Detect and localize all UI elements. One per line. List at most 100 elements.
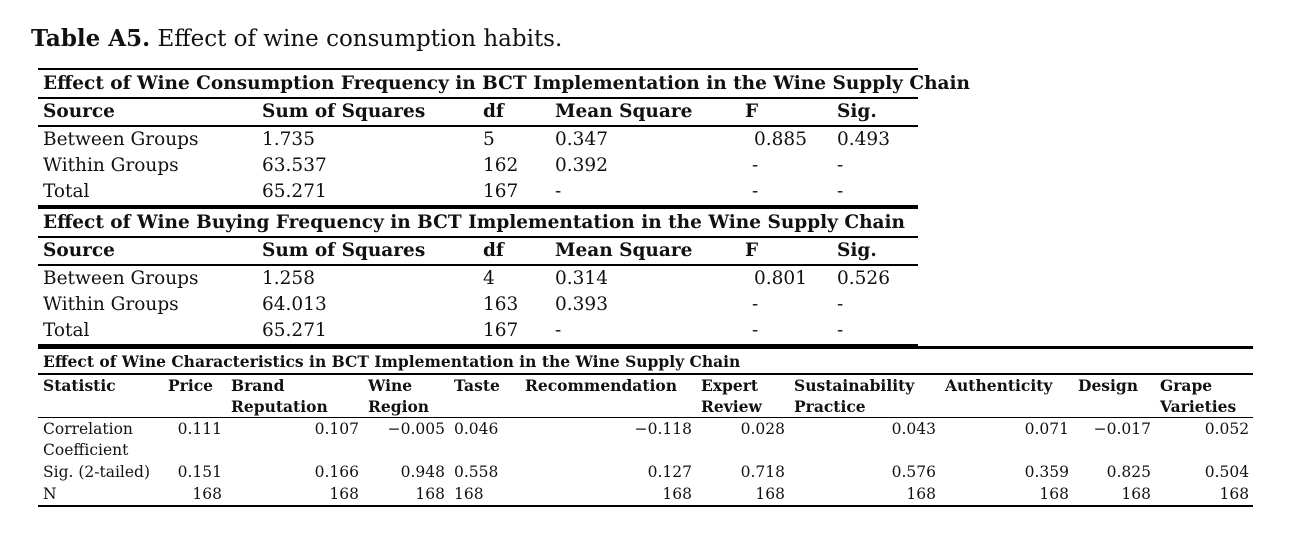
table-cell: 0.107 [314,420,359,438]
table-cell: 0.347 [555,129,608,150]
table-cell: 1.735 [262,129,315,150]
table-cell: 0.046 [454,420,499,438]
table-cell: - [752,155,759,176]
table-cell: 0.576 [891,463,936,481]
correlation-header-cell: Expert Review [696,374,789,418]
table-cell: - [740,318,832,346]
table-cell: 0.526 [837,268,890,289]
table-cell: Between Groups [43,129,199,150]
table-row: Between Groups 1.735 5 0.347 0.885 0.493 [38,126,918,153]
anova-area: Effect of Wine Consumption Frequency in … [38,68,1253,346]
table-cell: 0.166 [314,463,359,481]
correlation-header-cell: Brand Reputation [226,374,363,418]
correlation-header-cell: Recommendation [520,374,696,418]
table-cell: Total [38,318,257,346]
table-cell: Within Groups [43,294,179,315]
caption-text: Effect of wine consumption habits. [150,26,563,52]
table-row: Total 65.271 167- - - [38,179,919,207]
table-cell: 65.271 [257,318,478,346]
table-row: Total 65.271 167- - - [38,318,918,346]
table-cell: 0.028 [740,420,785,438]
correlation-title: Effect of Wine Characteristics in BCT Im… [38,346,1254,375]
correlation-header-cell: Taste [449,374,520,418]
table-cell: 168 [940,483,1073,507]
table-cell: 0.718 [740,463,785,481]
table-cell: 168 [156,483,226,507]
anova-title-row: Effect of Wine Buying Frequency in BCT I… [38,207,918,238]
table-cell: 0.071 [1024,420,1069,438]
anova-title: Effect of Wine Buying Frequency in BCT I… [38,207,918,238]
table-row: Within Groups 64.013 163 0.393 - - [38,292,918,318]
table-cell: 0.393 [555,294,608,315]
table-cell: Between Groups [43,268,199,289]
table-cell: - [837,155,844,176]
table-cell: 168 [1073,483,1155,507]
anova-header-row: Source Sum of Squares df Mean Square F Sig. [38,237,918,266]
table-cell: 162 [483,155,519,176]
table-cell: 0.151 [177,463,222,481]
anova-header-row: Source Sum of Squares df Mean Square F Sig. [38,98,919,127]
table-cell: −0.005 [387,420,445,438]
anova-title-row: Effect of Wine Consumption Frequency in … [38,68,970,99]
table-cell: 0.052 [1204,420,1250,438]
table-cell: 168 [449,483,520,507]
table-row: Sig. (2-tailed) 0.151 0.166 0.948 0.558 0.127… [38,461,1253,483]
anova-header-cell: Source [38,98,257,127]
table-row: Within Groups 63.537 162 0.392 - - [38,153,918,179]
correlation-header-cell: Authenticity [940,374,1073,418]
anova-table: Effect of Wine Consumption Frequency in … [38,68,970,207]
anova-table: Effect of Wine Buying Frequency in BCT I… [38,207,918,346]
correlation-header-cell: Wine Region [363,374,449,418]
correlation-header-cell: Price [156,374,226,418]
table-cell: 0.504 [1204,463,1250,481]
table-cell: - [832,179,919,207]
anova-header-cell: F [740,98,832,127]
anova-title: Effect of Wine Consumption Frequency in … [38,68,970,99]
table-cell: 168 [363,483,449,507]
correlation-title-row: Effect of Wine Characteristics in BCT Im… [38,346,1254,375]
table-cell: −0.017 [1093,420,1151,438]
table-cell: 168 [789,483,940,507]
anova-header-cell: Mean Square [550,237,740,266]
table-row: Correlation Coefficient 0.111 0.107 −0.005 0… [38,418,1253,462]
table-cell: Total [38,179,257,207]
table-cell: 64.013 [262,294,327,315]
correlation-header-cell: Grape Varieties [1155,374,1254,418]
table-cell: 63.537 [262,155,327,176]
table-cell: 163 [483,294,519,315]
correlation-header-row: Statistic Price Brand Reputation Wine Regio… [38,374,1254,418]
anova-header-cell: Sum of Squares [257,237,478,266]
tables-container: Effect of Wine Consumption Frequency in … [38,68,1254,507]
table-cell: 4 [483,268,495,289]
table-cell: 167 [478,179,550,207]
table-cell: - [550,318,740,346]
table-cell: 167 [478,318,550,346]
table-cell: 168 [696,483,789,507]
correlation-header-cell: Statistic [38,374,156,418]
table-cell: 0.493 [837,129,890,150]
anova-header-cell: df [478,237,550,266]
correlation-header-cell: Sustainability Practice [789,374,940,418]
table-cell: 168 [520,483,696,507]
table-cell: - [837,294,844,315]
anova-header-cell: df [478,98,550,127]
caption-label: Table A5. [31,25,151,52]
table-cell: Sig. (2-tailed) [43,463,151,481]
table-cell: - [740,179,832,207]
table-cell: 0.558 [454,463,499,481]
anova-header-cell: Source [38,237,257,266]
anova-header-cell: Mean Square [550,98,740,127]
table-cell: 0.111 [177,420,222,438]
correlation-header-cell: Design [1073,374,1155,418]
table-cell: 168 [1155,483,1254,507]
table-cell: 168 [226,483,363,507]
table-cell: - [832,318,918,346]
table-cell: 0.127 [647,463,692,481]
table-cell: 5 [483,129,495,150]
table-cell: −0.118 [634,420,692,438]
table-cell: Correlation Coefficient [43,420,133,459]
anova-header-cell: Sig. [832,237,918,266]
table-cell: 0.043 [891,420,936,438]
table-cell: 0.801 [754,268,807,289]
table-cell: Within Groups [43,155,179,176]
